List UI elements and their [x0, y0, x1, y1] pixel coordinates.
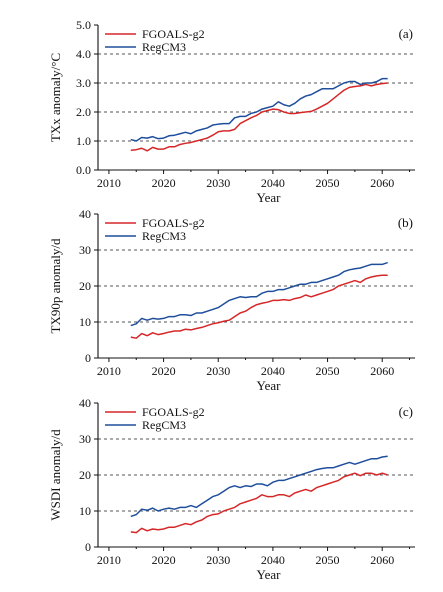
series-line-fgoals-g2 [130, 274, 388, 339]
y-tick-label: 20 [79, 468, 91, 482]
x-tick-label: 2020 [152, 553, 176, 567]
y-tick-label: 40 [79, 396, 91, 410]
y-tick-label: 30 [79, 432, 91, 446]
panel-a: 0.0 1.0 2.0 3.0 4.0 5.0 2010 2020 2030 2040 2050 20… [48, 18, 415, 205]
x-tick-label: 2010 [97, 553, 121, 567]
x-axis-title: Year [257, 567, 282, 582]
x-axis-title: Year [257, 378, 282, 393]
x-tick-label: 2030 [206, 553, 230, 567]
legend-label: RegCM3 [142, 40, 186, 54]
legend-label: RegCM3 [142, 229, 186, 243]
x-tick-label: 2060 [370, 364, 394, 378]
x-tick-label: 2040 [261, 553, 285, 567]
panel-label: (a) [399, 26, 413, 41]
y-tick-label: 0 [85, 351, 91, 365]
y-axis-title: TXx anomaly/°C [48, 53, 63, 142]
series-line-fgoals-g2 [130, 472, 388, 534]
panel-label: (b) [398, 215, 413, 230]
y-tick-label: 40 [79, 207, 91, 221]
y-tick-label: 30 [79, 243, 91, 257]
x-tick-label: 2030 [206, 364, 230, 378]
series-line-regcm3 [130, 77, 388, 142]
y-tick-label: 10 [79, 504, 91, 518]
series-line-fgoals-g2 [130, 82, 388, 152]
y-tick-label: 20 [79, 279, 91, 293]
x-tick-label: 2060 [370, 176, 394, 190]
legend-label: RegCM3 [142, 418, 186, 432]
x-tick-label: 2020 [152, 364, 176, 378]
legend-label: FGOALS-g2 [142, 216, 205, 230]
legend-label: FGOALS-g2 [142, 405, 205, 419]
x-tick-label: 2050 [316, 176, 340, 190]
x-tick-label: 2050 [316, 364, 340, 378]
y-tick-label: 2.0 [76, 105, 91, 119]
x-tick-label: 2040 [261, 364, 285, 378]
legend-label: FGOALS-g2 [142, 27, 205, 41]
y-axis-title: TX90p anomaly/d [48, 238, 63, 333]
series-line-regcm3 [130, 261, 388, 327]
series-line-regcm3 [130, 455, 388, 518]
y-tick-label: 10 [79, 315, 91, 329]
y-tick-label: 4.0 [76, 47, 91, 61]
panel-label: (c) [399, 404, 413, 419]
x-tick-label: 2030 [206, 176, 230, 190]
y-tick-label: 1.0 [76, 134, 91, 148]
x-tick-label: 2060 [370, 553, 394, 567]
y-tick-label: 5.0 [76, 18, 91, 32]
y-tick-label: 3.0 [76, 76, 91, 90]
x-tick-label: 2010 [97, 176, 121, 190]
x-tick-label: 2040 [261, 176, 285, 190]
x-axis-title: Year [257, 190, 282, 205]
y-tick-label: 0 [85, 540, 91, 554]
x-tick-label: 2020 [152, 176, 176, 190]
x-tick-label: 2010 [97, 364, 121, 378]
y-axis-title: WSDI anomaly/d [48, 429, 63, 521]
x-tick-label: 2050 [316, 553, 340, 567]
y-tick-label: 0.0 [76, 163, 91, 177]
